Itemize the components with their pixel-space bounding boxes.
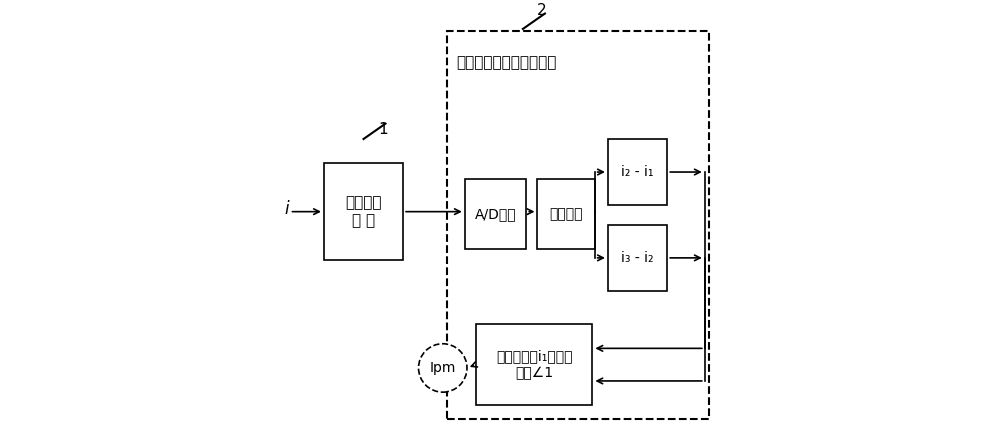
Text: i: i xyxy=(284,200,289,218)
FancyBboxPatch shape xyxy=(537,178,595,249)
Text: Ipm: Ipm xyxy=(430,361,456,375)
Circle shape xyxy=(419,344,467,392)
FancyBboxPatch shape xyxy=(465,178,526,249)
Text: 信号调理
电 路: 信号调理 电 路 xyxy=(345,195,382,228)
Text: 计算出电流i₁对应的
相角∠1: 计算出电流i₁对应的 相角∠1 xyxy=(496,350,572,380)
Text: 2: 2 xyxy=(537,3,547,18)
Text: A/D采样: A/D采样 xyxy=(475,207,516,221)
FancyBboxPatch shape xyxy=(447,31,709,419)
Text: 计算机系统或单片机系统: 计算机系统或单片机系统 xyxy=(456,55,556,70)
Text: 初步运算: 初步运算 xyxy=(549,207,583,221)
FancyBboxPatch shape xyxy=(608,139,667,205)
Text: i₃ - i₂: i₃ - i₂ xyxy=(621,251,654,265)
FancyBboxPatch shape xyxy=(476,324,592,405)
Text: 1: 1 xyxy=(379,122,388,137)
FancyBboxPatch shape xyxy=(324,163,403,260)
FancyBboxPatch shape xyxy=(608,225,667,291)
Text: i₂ - i₁: i₂ - i₁ xyxy=(621,165,654,179)
